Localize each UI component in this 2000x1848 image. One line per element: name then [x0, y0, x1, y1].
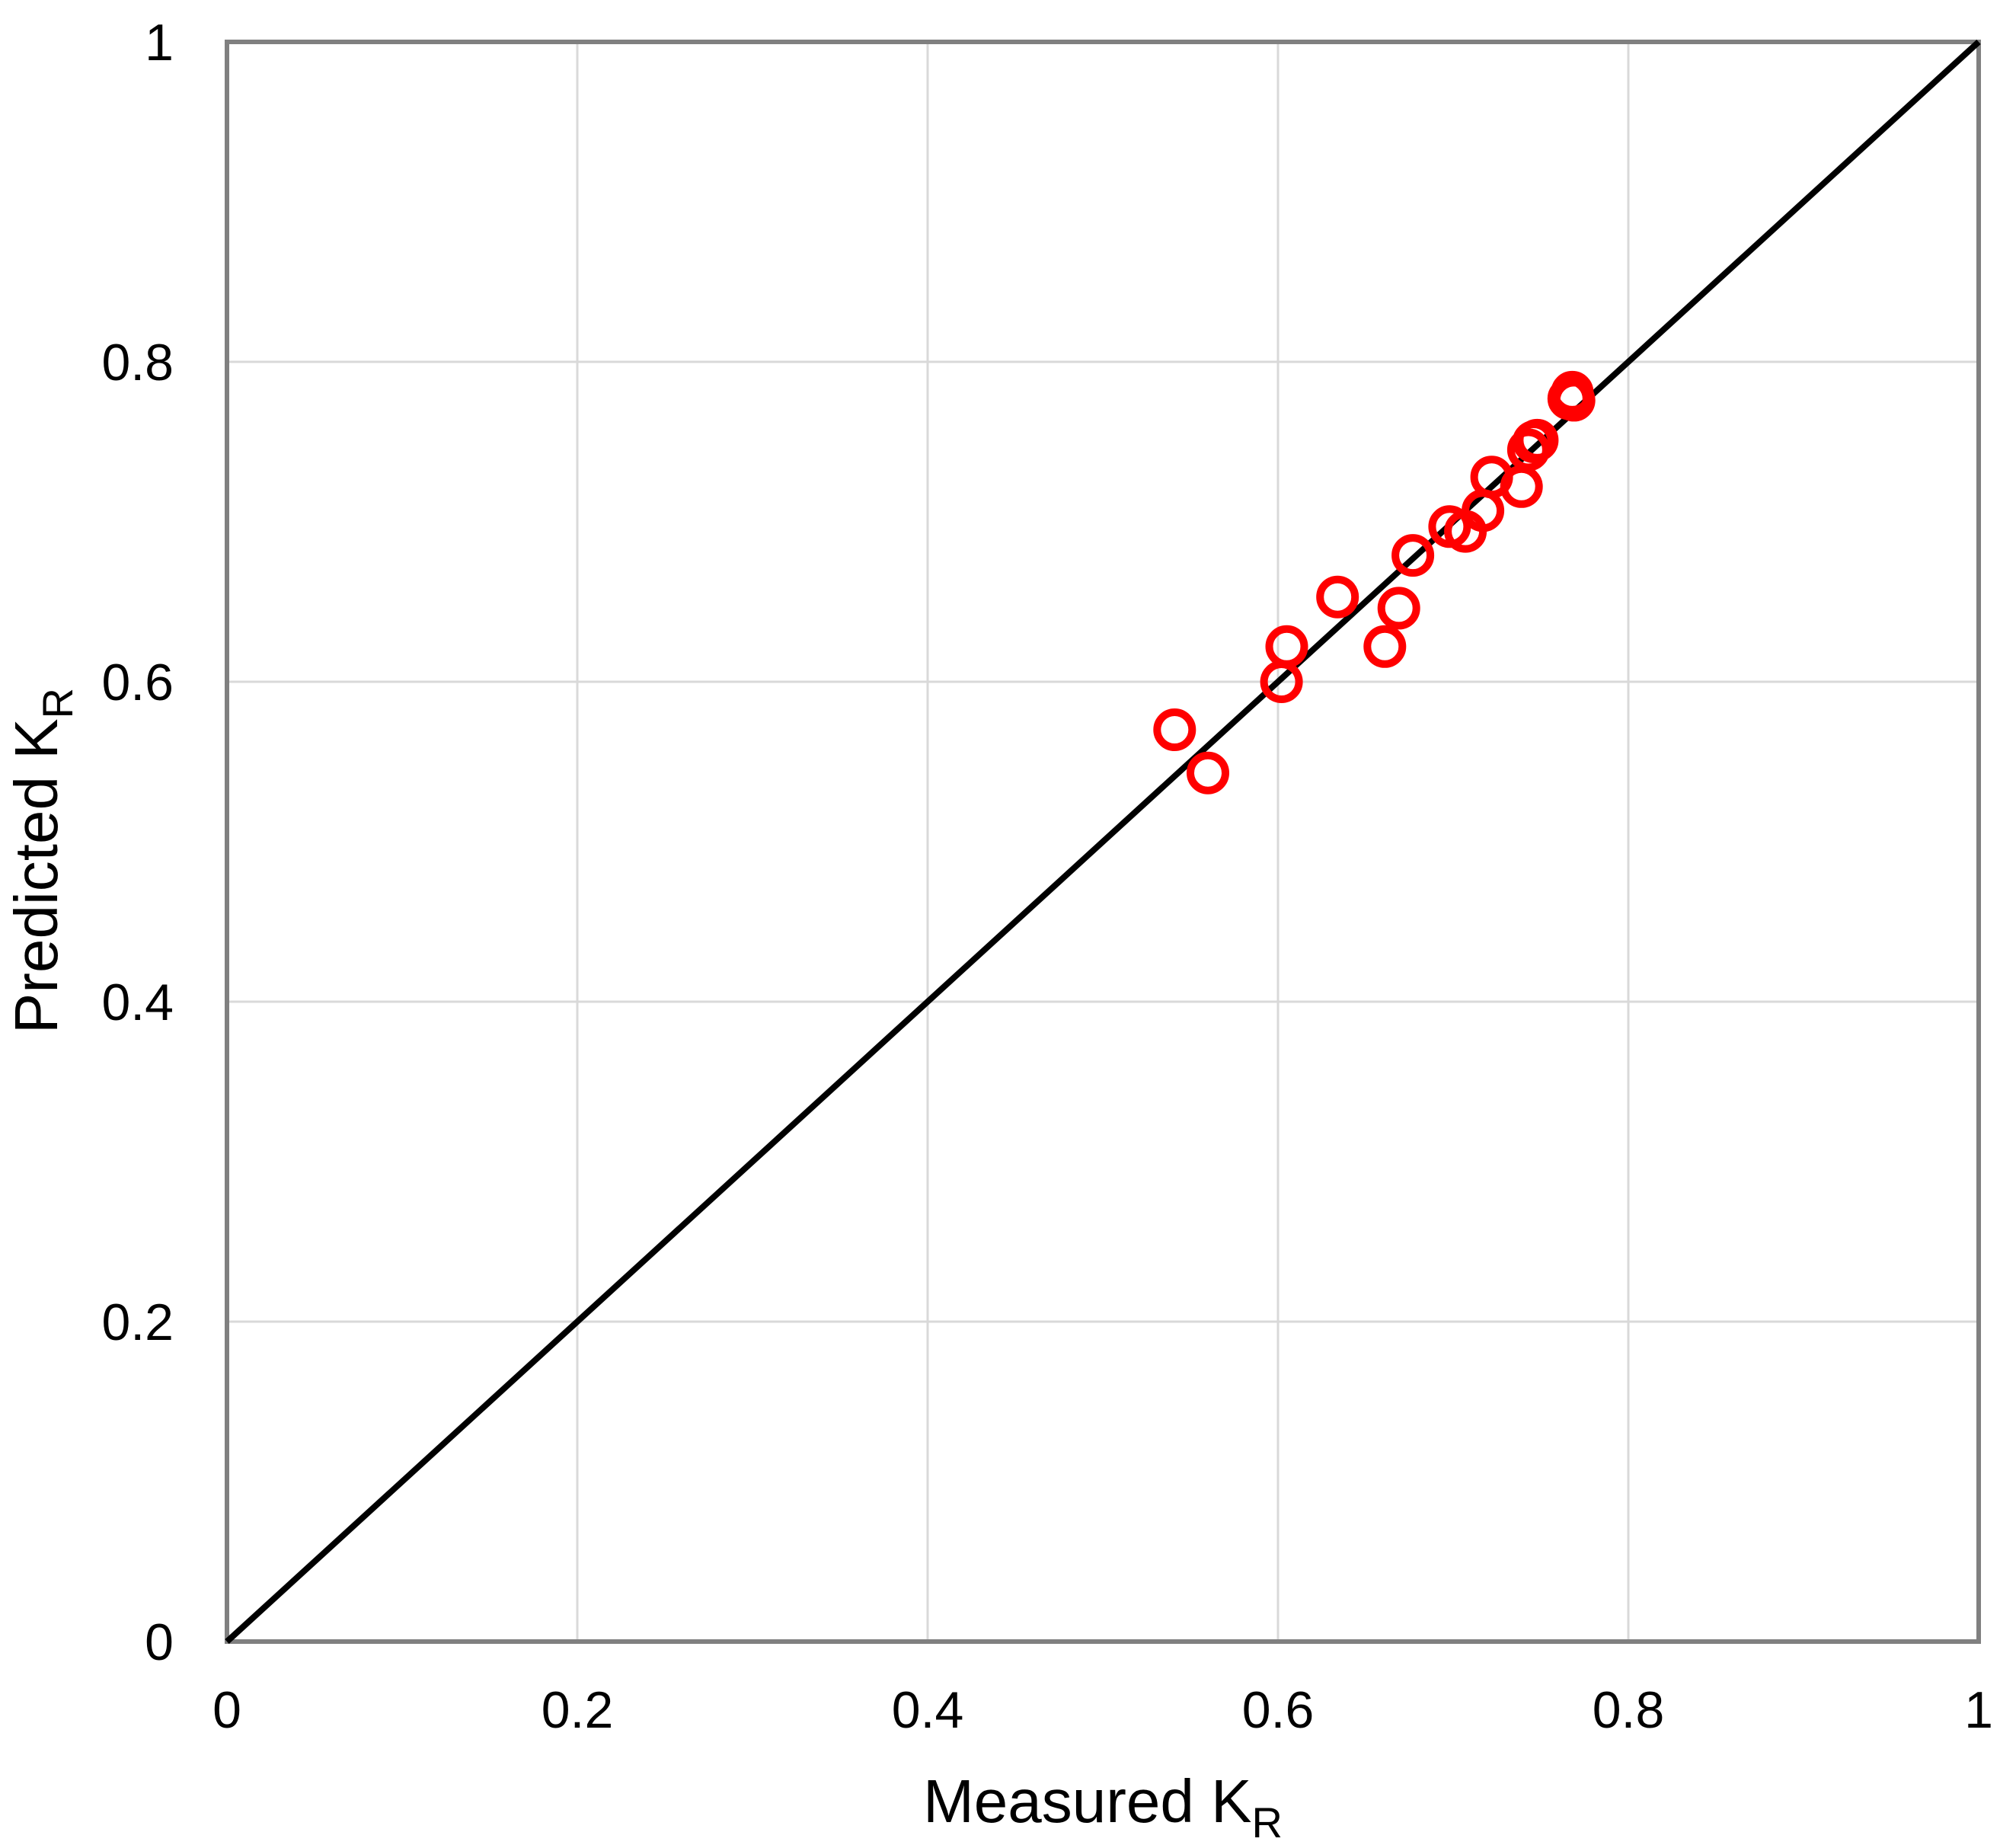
data-point-18 — [1552, 379, 1596, 422]
x-axis-tick-labels: 0 0.2 0.4 0.6 0.8 1 — [212, 1681, 1993, 1739]
x-tick-label-4: 0.8 — [1593, 1681, 1665, 1739]
x-tick-label-2: 0.4 — [892, 1681, 964, 1739]
x-axis-title-subscript: R — [1251, 1798, 1282, 1846]
gridlines — [227, 42, 1979, 1642]
y-tick-label-4: 0.8 — [101, 334, 174, 392]
data-point-7 — [1391, 534, 1435, 577]
one-to-one-line — [225, 40, 1981, 1644]
data-point-0 — [1153, 708, 1196, 751]
data-point-3 — [1265, 625, 1308, 668]
plot-area-border — [225, 40, 1981, 1644]
y-tick-label-1: 0.2 — [101, 1293, 174, 1351]
x-tick-label-0: 0 — [212, 1681, 241, 1739]
x-tick-label-1: 0.2 — [542, 1681, 614, 1739]
x-axis-title-main: Measured K — [923, 1767, 1251, 1835]
y-tick-label-0: 0 — [145, 1613, 174, 1671]
data-point-5 — [1363, 625, 1407, 668]
y-tick-label-5: 1 — [145, 14, 174, 72]
x-tick-label-5: 1 — [1964, 1681, 1993, 1739]
reference-line-layer — [225, 40, 1981, 1644]
x-axis-title: Measured KR — [923, 1767, 1283, 1846]
y-tick-label-3: 0.6 — [101, 654, 174, 711]
data-point-4 — [1316, 575, 1359, 619]
y-axis-title-subscript: R — [34, 688, 81, 718]
data-point-6 — [1377, 587, 1420, 630]
y-axis-title: Predicted KR — [2, 688, 81, 1034]
data-points — [1153, 370, 1596, 795]
y-axis-tick-labels: 0 0.2 0.4 0.6 0.8 1 — [101, 14, 174, 1671]
data-point-1 — [1187, 751, 1229, 795]
y-tick-label-2: 0.4 — [101, 974, 174, 1031]
x-tick-label-3: 0.6 — [1242, 1681, 1315, 1739]
y-axis-title-main: Predicted K — [2, 718, 70, 1034]
data-point-15 — [1516, 418, 1559, 462]
